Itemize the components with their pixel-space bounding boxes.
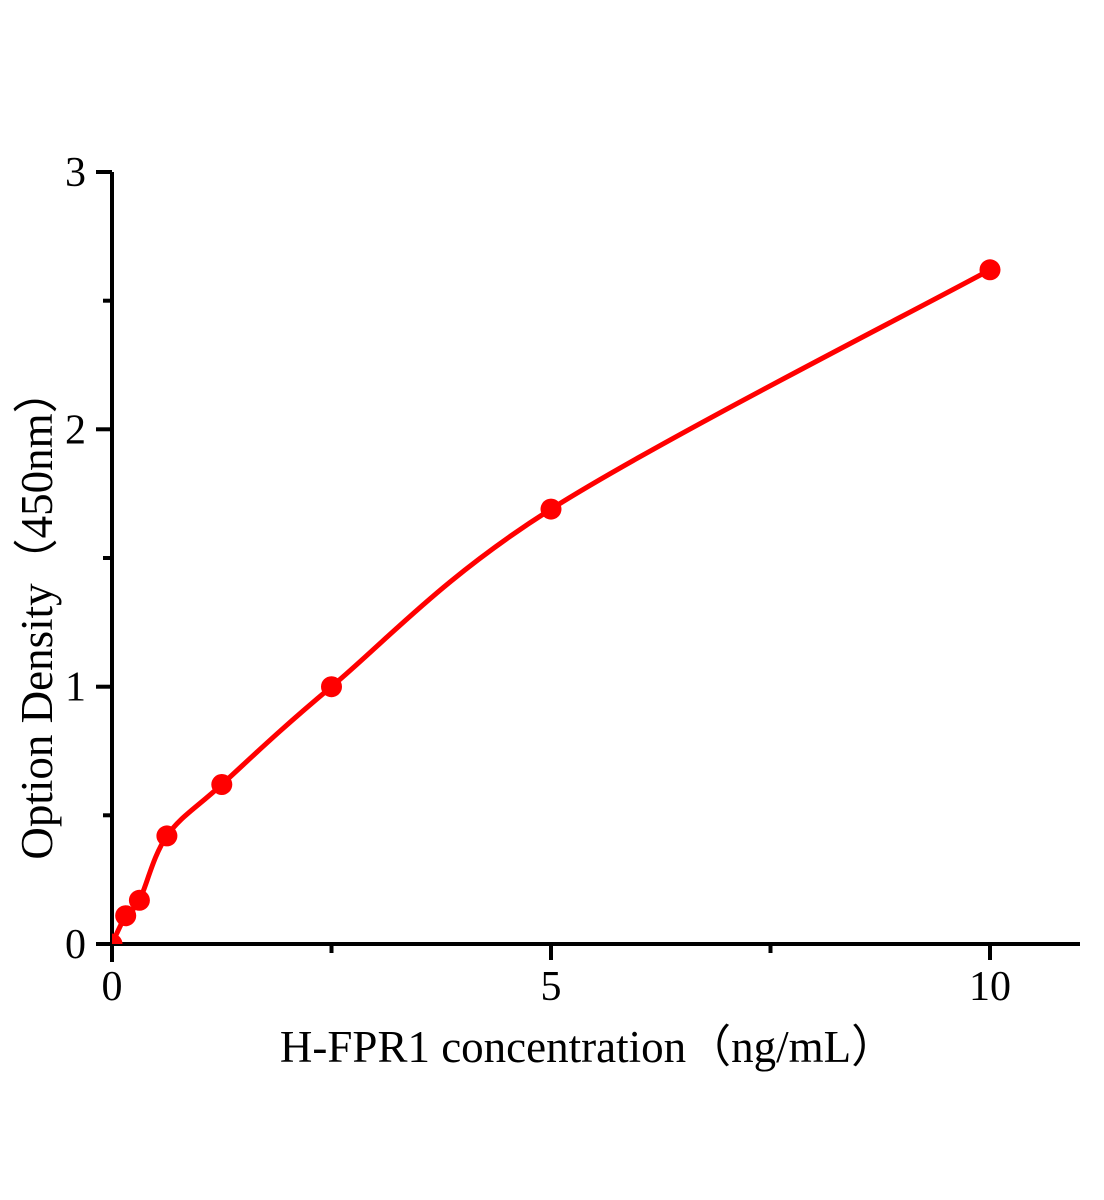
y-tick-label: 3: [65, 150, 86, 196]
y-tick-label: 0: [65, 922, 86, 968]
data-point: [540, 498, 562, 520]
data-point: [211, 774, 233, 795]
x-tick-label: 5: [541, 964, 562, 1010]
axes-layer: 0 5 10 0 1 2 3: [65, 150, 1080, 1010]
x-axis-title: H-FPR1 concentration（ng/mL）: [280, 1022, 896, 1072]
x-tick-label: 10: [969, 964, 1011, 1010]
data-point: [128, 889, 150, 911]
y-tick-label: 2: [65, 407, 86, 453]
x-tick-label: 0: [102, 964, 123, 1010]
data-point: [156, 825, 178, 847]
y-tick-label: 1: [65, 665, 86, 711]
y-axis-title: Option Density（450nm）: [12, 368, 62, 859]
data-point: [979, 259, 1001, 281]
data-point: [112, 933, 123, 944]
plot-layer: [112, 259, 1001, 944]
data-point: [115, 905, 137, 927]
data-point: [321, 676, 342, 698]
fit-curve: [112, 267, 993, 944]
